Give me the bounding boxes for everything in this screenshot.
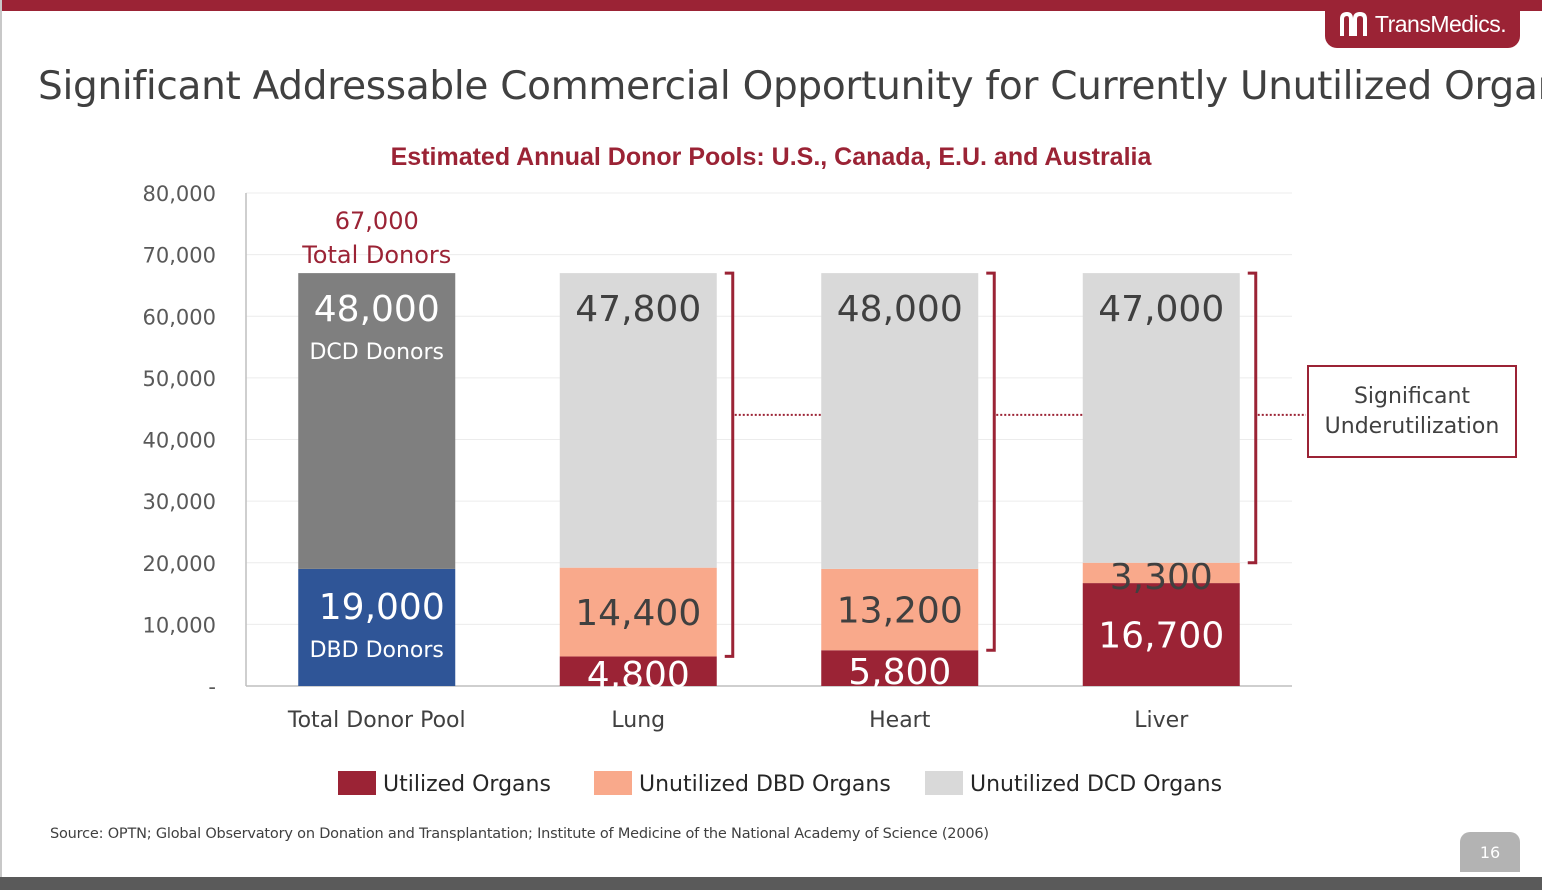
- data-label: 48,000: [837, 289, 963, 330]
- y-tick-label: 50,000: [143, 367, 216, 391]
- x-axis-labels: Total Donor Pool Lung Heart Liver: [287, 708, 1189, 733]
- y-tick-label: -: [208, 675, 216, 699]
- brackets: [724, 271, 1258, 658]
- legend-label: Unutilized DBD Organs: [639, 772, 891, 797]
- legend: Utilized Organs Unutilized DBD Organs Unut…: [338, 771, 1222, 797]
- logo-text: TransMedics.: [1374, 10, 1507, 37]
- y-axis: - 10,000 20,000 30,000 40,000 50,000 60,000 70,…: [143, 182, 1292, 699]
- page-number: 16: [1460, 832, 1520, 872]
- x-tick-label: Heart: [869, 708, 931, 733]
- transmedics-logo-icon: [1339, 11, 1367, 36]
- callout-line-2: Underutilization: [1324, 413, 1500, 439]
- data-label: 13,200: [837, 591, 963, 632]
- top-accent-bar: [0, 0, 1542, 11]
- data-label: 48,000: [314, 289, 440, 330]
- data-label: 3,300: [1110, 557, 1213, 598]
- bar-segment: [559, 567, 717, 657]
- bar-segment: [821, 273, 979, 569]
- slide-title: Significant Addressable Commercial Oppor…: [38, 64, 1542, 109]
- company-logo: TransMedics.: [1325, 0, 1520, 48]
- bar-segment: [1082, 583, 1240, 686]
- underutilization-bracket: [986, 271, 996, 652]
- data-label: 5,800: [848, 652, 951, 693]
- y-tick-label: 10,000: [143, 613, 216, 637]
- legend-swatch: [594, 771, 632, 795]
- data-label: 47,800: [575, 289, 701, 330]
- legend-label: Unutilized DCD Organs: [970, 772, 1222, 797]
- x-tick-label: Lung: [611, 708, 665, 733]
- significant-underutilization-callout: Significant Underutilization: [1307, 365, 1517, 458]
- total-donors-label: 67,000 Total Donors: [301, 207, 451, 269]
- callout-line-1: Significant: [1353, 383, 1471, 409]
- x-tick-label: Total Donor Pool: [287, 708, 466, 733]
- total-donors-caption: Total Donors: [301, 241, 451, 269]
- y-tick-label: 40,000: [143, 429, 216, 453]
- legend-swatch: [338, 771, 376, 795]
- data-label: 16,700: [1098, 616, 1224, 657]
- y-tick-label: 60,000: [143, 305, 216, 329]
- y-tick-label: 30,000: [143, 490, 216, 514]
- bars: 19,000 DBD Donors 48,000 DCD Donors 4,800 14,…: [298, 273, 1240, 696]
- underutilization-bracket: [724, 271, 735, 658]
- segment-sublabel: DCD Donors: [309, 340, 444, 365]
- bar-segment: [821, 650, 979, 686]
- y-tick-label: 80,000: [143, 182, 216, 206]
- legend-swatch: [925, 771, 963, 795]
- bar-segment: [559, 273, 717, 568]
- bar-segment: [821, 568, 979, 651]
- left-border: [0, 0, 2, 890]
- bar-segment: [1082, 273, 1240, 563]
- x-tick-label: Liver: [1134, 708, 1189, 733]
- segment-sublabel: DBD Donors: [310, 638, 444, 663]
- bar-segment: [559, 656, 717, 686]
- data-label: 19,000: [319, 587, 445, 628]
- data-label: 14,400: [575, 593, 701, 634]
- underutilization-bracket: [1247, 271, 1258, 565]
- data-label: 4,800: [587, 655, 690, 696]
- bar-segment: [298, 273, 456, 569]
- source-note: Source: OPTN; Global Observatory on Dona…: [50, 826, 989, 842]
- y-tick-label: 70,000: [143, 244, 216, 268]
- bar-segment: [1082, 562, 1240, 584]
- bottom-bar: [0, 877, 1542, 890]
- bar-segment: [298, 568, 456, 686]
- y-tick-label: 20,000: [143, 552, 216, 576]
- legend-label: Utilized Organs: [383, 772, 551, 797]
- chart-title: Estimated Annual Donor Pools: U.S., Cana…: [391, 143, 1153, 171]
- data-label: 47,000: [1098, 289, 1224, 330]
- total-donors-value: 67,000: [335, 207, 419, 235]
